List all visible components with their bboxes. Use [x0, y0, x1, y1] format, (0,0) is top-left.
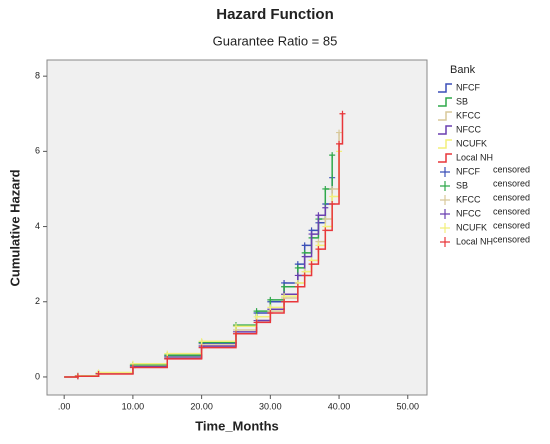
y-axis-label: Cumulative Hazard: [7, 169, 22, 286]
legend-censored-mark: [440, 195, 450, 205]
legend-censored-label: censored: [493, 206, 530, 216]
chart-subtitle: Guarantee Ratio = 85: [213, 33, 338, 48]
censored-mark: [329, 152, 336, 159]
censored-mark: [164, 355, 171, 362]
censored-mark: [336, 129, 343, 136]
legend-censored-mark: [440, 167, 450, 177]
censored-mark: [253, 313, 260, 320]
legend-censored-label: censored: [493, 178, 530, 188]
censored-mark: [322, 216, 329, 223]
censored-mark: [308, 231, 315, 238]
legend-label: NFCF: [456, 82, 480, 92]
legend-line: [438, 111, 452, 121]
legend-label: SB: [456, 96, 468, 106]
censored-mark: [339, 110, 346, 117]
y-tick-label: 2: [35, 296, 40, 306]
legend-line: [438, 153, 452, 163]
x-axis-label: Time_Months: [195, 418, 279, 433]
legend-label: KFCC: [456, 110, 481, 120]
censored-mark: [294, 264, 301, 271]
censored-mark: [232, 330, 239, 337]
censored-mark: [308, 261, 315, 268]
legend-label: NFCF: [456, 166, 480, 176]
legend-label: NFCC: [456, 124, 481, 134]
censored-mark: [281, 298, 288, 305]
censored-mark: [322, 227, 329, 234]
censored-mark: [315, 246, 322, 253]
y-tick-label: 8: [35, 71, 40, 81]
legend-label: KFCC: [456, 194, 481, 204]
y-tick-label: 0: [35, 371, 40, 381]
legend-censored-label: censored: [493, 220, 530, 230]
legend-label: SB: [456, 180, 468, 190]
censored-mark: [267, 310, 274, 317]
legend-censored-mark: [440, 223, 450, 233]
legend-label: Local NH: [456, 152, 493, 162]
plot-area: [46, 59, 428, 396]
x-tick-label: .00: [58, 401, 71, 411]
legend-label: NFCC: [456, 208, 481, 218]
legend-censored-label: censored: [493, 192, 530, 202]
censored-mark: [301, 253, 308, 260]
censored-mark: [198, 338, 205, 345]
legend-line: [438, 139, 452, 149]
censored-mark: [322, 185, 329, 192]
censored-mark: [253, 308, 260, 315]
x-tick-label: 50.00: [396, 401, 419, 411]
legend-censored-mark: [440, 237, 450, 247]
censored-mark: [294, 272, 301, 279]
censored-mark: [267, 304, 274, 311]
censored-mark: [336, 140, 343, 147]
x-tick-label: 10.00: [122, 401, 145, 411]
censored-mark: [329, 185, 336, 192]
censored-mark: [281, 293, 288, 300]
chart-title: Hazard Function: [216, 6, 334, 23]
censored-mark: [232, 323, 239, 330]
x-tick-label: 30.00: [259, 401, 282, 411]
legend-line: [438, 97, 452, 107]
legend-line: [438, 125, 452, 135]
censored-mark: [253, 319, 260, 326]
censored-mark: [95, 370, 102, 377]
censored-mark: [301, 272, 308, 279]
x-tick-label: 40.00: [328, 401, 351, 411]
censored-mark: [329, 193, 336, 200]
legend-censored-label: censored: [493, 164, 530, 174]
legend-censored-mark: [440, 209, 450, 219]
censored-mark: [267, 296, 274, 303]
y-tick-label: 4: [35, 221, 40, 231]
legend-label: Local NH: [456, 236, 493, 246]
legend-censored-mark: [440, 181, 450, 191]
censored-mark: [74, 373, 81, 380]
censored-mark: [129, 364, 136, 371]
censored-mark: [281, 283, 288, 290]
censored-mark: [164, 350, 171, 357]
censored-mark: [294, 283, 301, 290]
legend-line: [438, 83, 452, 93]
censored-mark: [315, 212, 322, 219]
legend-censored-label: censored: [493, 234, 530, 244]
legend-label: NCUFK: [456, 222, 487, 232]
legend-label: NCUFK: [456, 138, 487, 148]
censored-mark: [198, 344, 205, 351]
x-tick-label: 20.00: [190, 401, 213, 411]
y-tick-label: 6: [35, 146, 40, 156]
censored-mark: [301, 242, 308, 249]
censored-mark: [329, 201, 336, 208]
censored-mark: [322, 204, 329, 211]
legend-title: Bank: [450, 64, 476, 76]
